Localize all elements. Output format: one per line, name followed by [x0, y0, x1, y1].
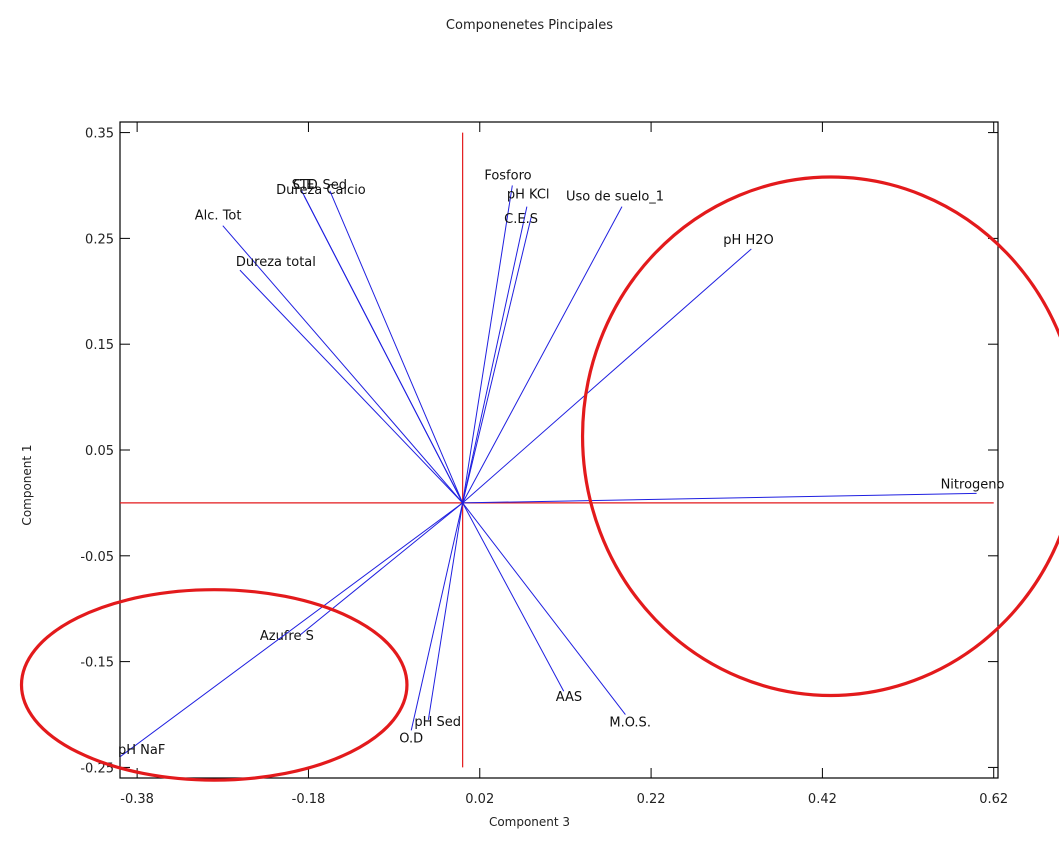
vector-line — [462, 217, 532, 504]
x-tick-label: -0.18 — [292, 792, 326, 807]
vector-line — [462, 206, 528, 504]
vector-line — [410, 502, 464, 731]
x-tick-label: 0.22 — [637, 792, 666, 807]
y-tick-label: 0.05 — [85, 444, 114, 459]
vector-line — [299, 502, 463, 636]
x-tick-label: 0.02 — [465, 792, 494, 807]
vector-label: Uso de suelo_1 — [566, 190, 664, 205]
vector-line — [462, 206, 623, 504]
vector-line — [239, 269, 463, 504]
y-tick-label: -0.05 — [80, 550, 114, 565]
vector-label: O.D — [399, 731, 423, 746]
vector-label: Alc. Tot — [195, 209, 242, 224]
plot-frame — [119, 121, 999, 779]
vector-label: AAS — [556, 690, 582, 705]
y-axis-title: Component 1 — [20, 444, 34, 526]
x-tick-label: -0.38 — [120, 792, 154, 807]
x-axis-title: Component 3 — [488, 815, 571, 829]
vector-label: pH Sed — [414, 715, 461, 730]
vector-label: pH H2O — [723, 233, 773, 248]
y-tick-label: 0.15 — [85, 338, 114, 353]
vector-label: STD — [292, 178, 318, 193]
vector-label: Nitrogeno — [941, 477, 1005, 492]
vector-label: Azufre S — [260, 629, 314, 644]
x-tick-label: 0.62 — [979, 792, 1008, 807]
y-tick-label: 0.35 — [85, 127, 114, 142]
vector-label: pH NaF — [118, 743, 165, 758]
chart-title: Componenetes Pincipales — [445, 18, 614, 33]
vector-line — [329, 190, 464, 504]
vector-label: M.O.S. — [609, 716, 651, 731]
vector-label: pH KCl — [507, 188, 550, 203]
vector-label: C.E.S — [504, 212, 538, 227]
vector-label: Dureza Calcio — [276, 183, 366, 198]
vector-label: C.E. Sed — [293, 178, 347, 193]
vector-line — [462, 502, 565, 692]
vector-label: Fosforo — [484, 168, 531, 183]
vector-line — [462, 492, 977, 504]
y-tick-label: -0.15 — [80, 656, 114, 671]
vector-line — [462, 185, 513, 503]
vector-line — [462, 502, 626, 715]
vector-line — [222, 225, 464, 504]
y-tick-label: 0.25 — [85, 232, 114, 247]
x-tick-label: 0.42 — [808, 792, 837, 807]
highlight-ellipse — [581, 175, 1059, 697]
vector-line — [462, 248, 752, 504]
vector-label: Dureza total — [236, 255, 316, 270]
highlight-ellipse — [19, 588, 409, 782]
vector-line — [303, 195, 464, 504]
vector-line — [119, 502, 463, 758]
vector-line — [427, 502, 464, 720]
